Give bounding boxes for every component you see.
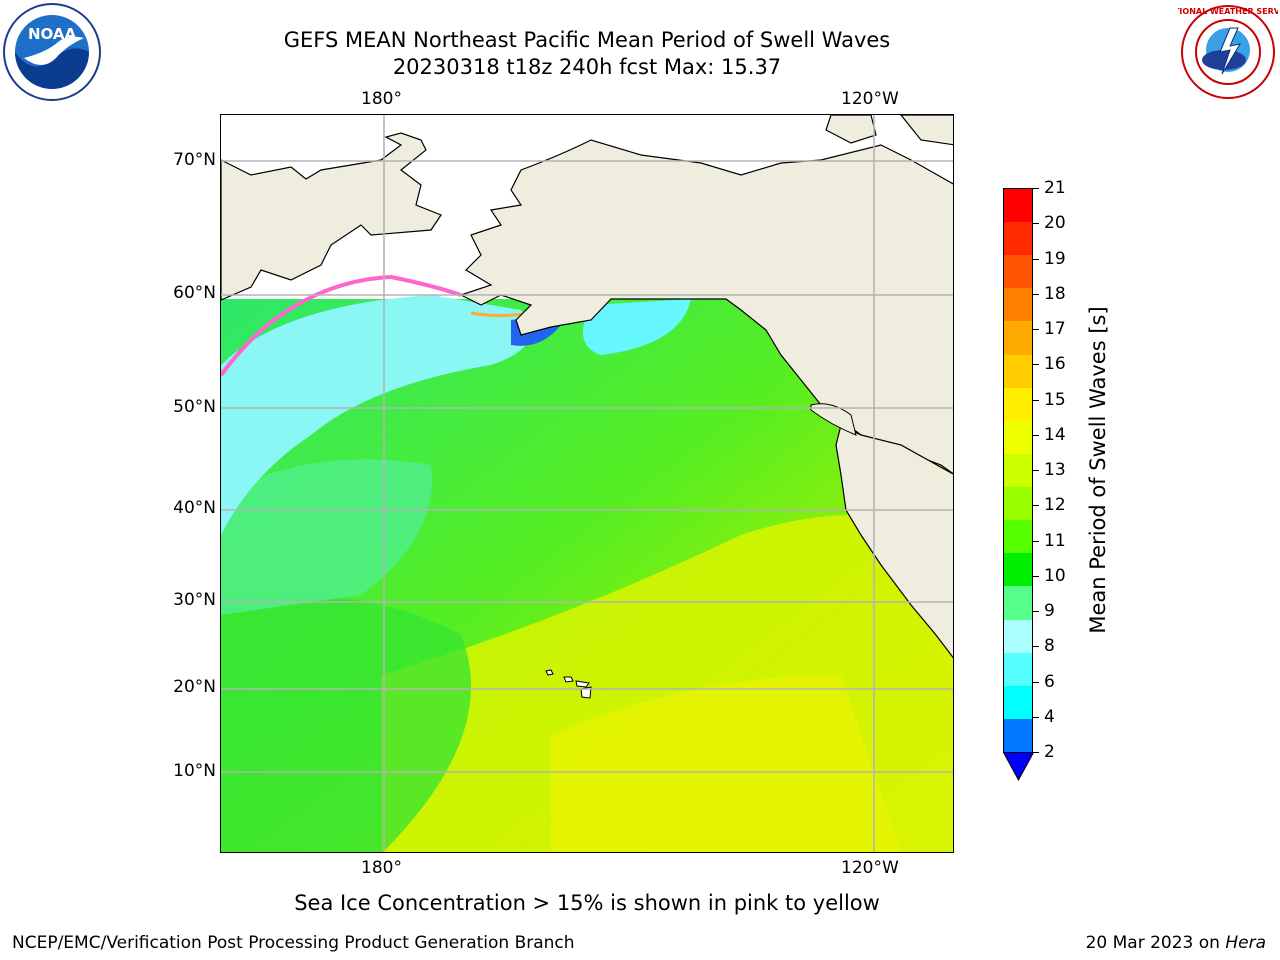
land-hawaii-maui bbox=[575, 680, 590, 688]
colorbar-tick-label: 8 bbox=[1044, 636, 1055, 656]
sea-ice-note: Sea Ice Concentration > 15% is shown in … bbox=[294, 891, 880, 915]
colorbar-tick-label: 11 bbox=[1044, 531, 1066, 551]
land-siberia bbox=[221, 132, 442, 301]
chart-subtitle: 20230318 t18z 240h fcst Max: 15.37 bbox=[392, 55, 782, 79]
lat-label-30n: 30°N bbox=[173, 590, 216, 610]
land-vancouver-island bbox=[810, 403, 857, 436]
colorbar-segment bbox=[1004, 520, 1032, 554]
chart-title: GEFS MEAN Northeast Pacific Mean Period … bbox=[283, 28, 891, 52]
colorbar-tick bbox=[1033, 505, 1039, 506]
colorbar-tick-label: 15 bbox=[1044, 390, 1066, 410]
lat-label-10n: 10°N bbox=[173, 761, 216, 781]
colorbar-segment bbox=[1004, 453, 1032, 488]
lon-label-bottom-180: 180° bbox=[361, 858, 402, 878]
nws-logo: NATIONAL WEATHER SERVICE bbox=[1162, 2, 1280, 106]
colorbar-tick-label: 2 bbox=[1044, 742, 1055, 762]
colorbar-tick bbox=[1033, 752, 1039, 753]
colorbar-tick-label: 13 bbox=[1044, 460, 1066, 480]
colorbar-tick-label: 14 bbox=[1044, 425, 1066, 445]
colorbar-segment bbox=[1004, 222, 1032, 256]
colorbar-tick-label: 6 bbox=[1044, 672, 1055, 692]
colorbar-segment bbox=[1004, 255, 1032, 289]
sea-ice-fringe-bering bbox=[221, 274, 462, 377]
noaa-logo: NOAA bbox=[2, 2, 102, 106]
footer-credit: NCEP/EMC/Verification Post Processing Pr… bbox=[12, 933, 575, 953]
colorbar-tick-label: 18 bbox=[1044, 284, 1066, 304]
land-arctic-island-2 bbox=[900, 115, 953, 146]
colorbar-segment bbox=[1004, 553, 1032, 587]
colorbar-tick bbox=[1033, 364, 1039, 365]
colorbar-tick-label: 17 bbox=[1044, 319, 1066, 339]
colorbar-tick bbox=[1033, 682, 1039, 683]
colorbar-tick bbox=[1033, 435, 1039, 436]
noaa-logo-text: NOAA bbox=[28, 25, 77, 43]
land-hawaii-kauai bbox=[545, 669, 554, 676]
colorbar-tick bbox=[1033, 259, 1039, 260]
colorbar-segment bbox=[1004, 487, 1032, 521]
colorbar-tick bbox=[1033, 470, 1039, 471]
colorbar-tick bbox=[1033, 611, 1039, 612]
lon-label-top-120w: 120°W bbox=[841, 89, 899, 109]
map-panel bbox=[220, 114, 954, 853]
colorbar-tick bbox=[1033, 400, 1039, 401]
land-arctic-island-1 bbox=[825, 115, 877, 144]
colorbar-tick-label: 10 bbox=[1044, 566, 1066, 586]
colorbar-segment bbox=[1004, 718, 1032, 753]
lon-label-bottom-120w: 120°W bbox=[841, 858, 899, 878]
colorbar-under-arrow bbox=[1003, 752, 1034, 782]
swell-region-midlat bbox=[221, 459, 433, 615]
footer-host: Hera bbox=[1225, 933, 1266, 953]
colorbar-tick-label: 21 bbox=[1044, 178, 1066, 198]
colorbar-tick bbox=[1033, 329, 1039, 330]
colorbar-tick bbox=[1033, 576, 1039, 577]
swell-region-gulf-alaska bbox=[583, 299, 691, 355]
colorbar bbox=[1003, 188, 1033, 753]
colorbar-segment bbox=[1004, 586, 1032, 621]
colorbar-segment bbox=[1004, 354, 1032, 389]
colorbar-under-triangle bbox=[1003, 752, 1034, 782]
lat-label-60n: 60°N bbox=[173, 283, 216, 303]
colorbar-tick-label: 20 bbox=[1044, 213, 1066, 233]
colorbar-tick-label: 16 bbox=[1044, 354, 1066, 374]
colorbar-tick-label: 12 bbox=[1044, 495, 1066, 515]
colorbar-tick bbox=[1033, 223, 1039, 224]
colorbar-tick-label: 9 bbox=[1044, 601, 1055, 621]
swell-region-short-period-north bbox=[221, 295, 531, 535]
lat-label-50n: 50°N bbox=[173, 397, 216, 417]
colorbar-title: Mean Period of Swell Waves [s] bbox=[1086, 306, 1110, 634]
map-canvas bbox=[221, 115, 953, 852]
colorbar-tick bbox=[1033, 541, 1039, 542]
colorbar-segment bbox=[1004, 387, 1032, 422]
swell-region-max-period bbox=[551, 675, 901, 852]
lat-label-70n: 70°N bbox=[173, 150, 216, 170]
colorbar-segment bbox=[1004, 619, 1032, 654]
land-hawaii-oahu bbox=[563, 676, 574, 683]
nws-logo-text: NATIONAL WEATHER SERVICE bbox=[1178, 7, 1278, 16]
lat-label-20n: 20°N bbox=[173, 677, 216, 697]
colorbar-segment bbox=[1004, 420, 1032, 455]
footer-date-text: 20 Mar 2023 on bbox=[1085, 933, 1226, 953]
colorbar-tick-label: 4 bbox=[1044, 707, 1055, 727]
colorbar-segment bbox=[1004, 685, 1032, 720]
colorbar-tick bbox=[1033, 717, 1039, 718]
footer-date: 20 Mar 2023 on Hera bbox=[1086, 933, 1266, 953]
colorbar-segment bbox=[1004, 288, 1032, 322]
colorbar-segment bbox=[1004, 321, 1032, 356]
colorbar-tick bbox=[1033, 646, 1039, 647]
swell-region-west-green bbox=[221, 593, 471, 852]
lat-label-40n: 40°N bbox=[173, 498, 216, 518]
colorbar-tick bbox=[1033, 294, 1039, 295]
colorbar-segment bbox=[1004, 189, 1032, 223]
lon-label-top-180: 180° bbox=[361, 89, 402, 109]
colorbar-tick bbox=[1033, 188, 1039, 189]
graticule bbox=[221, 115, 953, 852]
colorbar-segment bbox=[1004, 652, 1032, 687]
colorbar-tick-label: 19 bbox=[1044, 249, 1066, 269]
